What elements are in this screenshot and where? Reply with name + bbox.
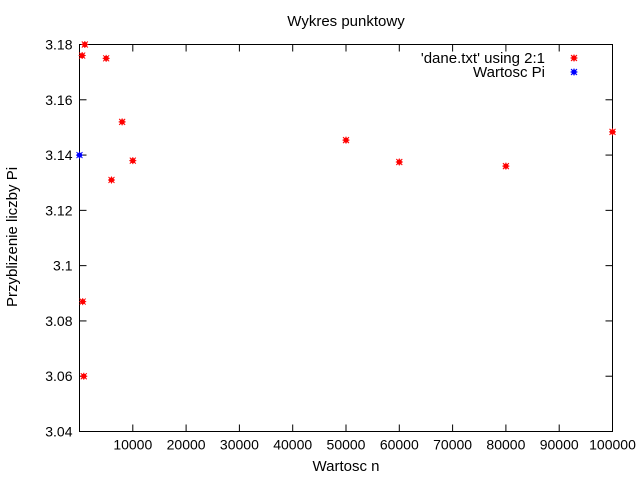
x-tick-label: 90000 xyxy=(540,437,579,453)
legend-marker xyxy=(570,68,578,76)
x-axis-title: Wartosc n xyxy=(313,458,380,475)
y-tick-label: 3.14 xyxy=(45,147,72,163)
data-point-dane xyxy=(102,54,110,62)
y-axis-title: Przyblizenie liczby Pi xyxy=(4,167,21,307)
data-point-dane xyxy=(80,372,88,380)
data-point-dane xyxy=(118,118,126,126)
chart-title: Wykres punktowy xyxy=(287,13,405,30)
data-point-dane xyxy=(129,157,137,165)
x-tick-label: 70000 xyxy=(433,437,472,453)
legend-label: Wartosc Pi xyxy=(473,64,545,81)
legend-label: 'dane.txt' using 2:1 xyxy=(421,50,545,67)
y-tick-label: 3.08 xyxy=(45,313,72,329)
x-tick-label: 30000 xyxy=(220,437,259,453)
y-tick-label: 3.04 xyxy=(45,424,72,440)
data-point-pi xyxy=(76,151,83,159)
data-point-dane xyxy=(78,52,86,60)
data-point-dane xyxy=(342,136,350,144)
data-point-dane xyxy=(81,41,89,48)
x-tick-label: 10000 xyxy=(113,437,152,453)
y-tick-label: 3.16 xyxy=(45,92,72,108)
data-point-dane xyxy=(79,298,87,306)
x-tick-label: 100000 xyxy=(589,437,636,453)
x-tick-label: 20000 xyxy=(167,437,206,453)
data-point-dane xyxy=(107,176,115,184)
axis-ticks: 3.04 3.06 3.08 3.1 3.12 3.14 3.16 3.18 10000 2000… xyxy=(45,37,636,453)
x-tick-label: 50000 xyxy=(327,437,366,453)
y-tick-label: 3.18 xyxy=(45,37,72,53)
y-tick-label: 3.12 xyxy=(45,202,72,218)
y-tick-label: 3.06 xyxy=(45,368,72,384)
data-point-dane xyxy=(609,128,616,136)
x-tick-label: 60000 xyxy=(380,437,419,453)
data-point-dane xyxy=(395,158,403,166)
y-tick-label: 3.1 xyxy=(53,258,73,274)
legend-marker xyxy=(570,54,578,62)
data-points xyxy=(76,41,616,380)
data-point-dane xyxy=(502,162,510,170)
plot-frame xyxy=(79,44,613,432)
x-tick-label: 80000 xyxy=(486,437,525,453)
x-tick-label: 40000 xyxy=(273,437,312,453)
